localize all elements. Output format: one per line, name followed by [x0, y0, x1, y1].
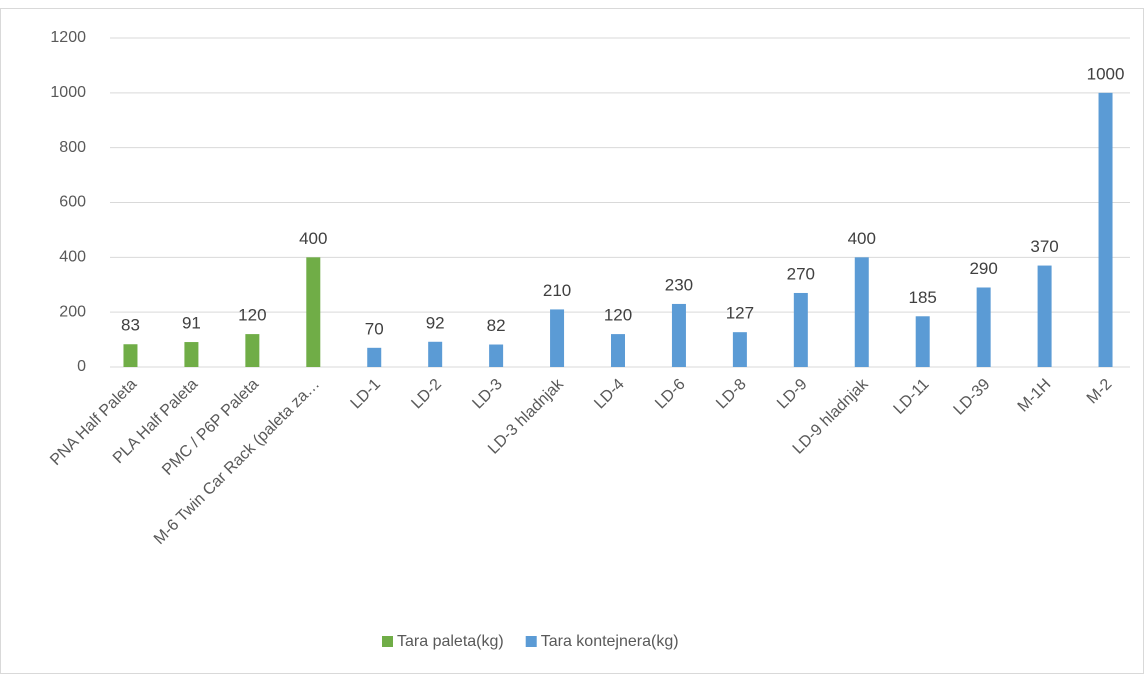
bar: [184, 342, 199, 367]
bar: [915, 316, 930, 367]
data-label: 91: [182, 314, 201, 333]
data-label: 185: [909, 288, 937, 307]
legend-label: Tara kontejnera(kg): [541, 633, 679, 650]
legend-swatch: [525, 636, 537, 647]
data-label: 127: [726, 304, 754, 323]
data-label: 400: [848, 229, 876, 248]
y-tick-label: 200: [59, 303, 86, 320]
bar: [367, 347, 382, 367]
legend-swatch: [382, 636, 393, 647]
data-label: 230: [665, 275, 693, 294]
data-label: 120: [238, 306, 266, 325]
bar: [732, 332, 747, 367]
y-tick-label: 0: [77, 358, 86, 375]
legend-label: Tara paleta(kg): [397, 633, 504, 650]
y-tick-label: 1000: [50, 84, 86, 101]
data-label: 92: [426, 313, 445, 332]
bar: [245, 334, 260, 367]
bar: [793, 292, 808, 367]
y-tick-label: 1200: [50, 29, 86, 46]
data-label: 290: [969, 259, 997, 278]
bar: [611, 334, 625, 367]
bar: [976, 287, 991, 367]
data-label: 82: [487, 316, 506, 335]
data-label: 70: [365, 319, 384, 338]
bar: [671, 303, 686, 367]
data-label: 83: [121, 316, 140, 335]
bar: [1098, 92, 1113, 367]
bar: [123, 344, 138, 367]
bar: [550, 309, 565, 367]
bar: [489, 344, 504, 367]
data-label: 1000: [1087, 64, 1125, 83]
data-label: 370: [1030, 237, 1058, 256]
bar: [306, 257, 321, 367]
chart-border: [0, 8, 1144, 674]
y-tick-label: 600: [59, 194, 86, 211]
bar: [854, 257, 869, 367]
bar: [1037, 265, 1052, 367]
data-label: 400: [299, 229, 327, 248]
y-tick-label: 400: [59, 249, 86, 266]
data-label: 210: [543, 281, 571, 300]
data-label: 270: [787, 264, 815, 283]
data-label: 120: [604, 306, 632, 325]
bar: [428, 341, 443, 367]
y-tick-label: 800: [59, 139, 86, 156]
